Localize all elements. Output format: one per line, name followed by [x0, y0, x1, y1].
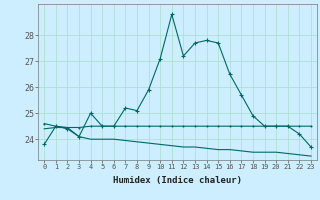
X-axis label: Humidex (Indice chaleur): Humidex (Indice chaleur) [113, 176, 242, 185]
